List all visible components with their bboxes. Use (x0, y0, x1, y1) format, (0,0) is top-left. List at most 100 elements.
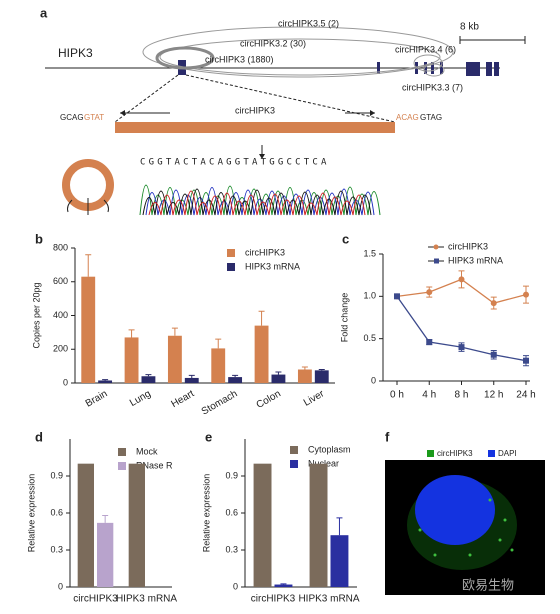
y-tick-label: 0.3 (50, 544, 63, 554)
x-tick-label: 12 h (484, 390, 503, 401)
bar (81, 276, 96, 383)
bar (124, 337, 139, 383)
bar (314, 370, 329, 383)
seq-intron: GTAG (420, 113, 442, 122)
bar (97, 522, 114, 587)
bar (271, 374, 286, 383)
bar (297, 369, 312, 383)
panel-label: c (342, 231, 349, 246)
error-bar (145, 374, 152, 377)
y-tick-label: 0.5 (363, 333, 376, 343)
bar (211, 348, 226, 383)
isoform-label: circHIPK3.2 (30) (240, 38, 306, 48)
bar (77, 463, 94, 587)
legend-text: DAPI (498, 449, 517, 458)
point (458, 276, 465, 283)
y-tick-label: 0.6 (225, 507, 238, 517)
sequence: CGGTACTACAGGTATGGCCTCA (140, 158, 330, 168)
legend-text: Cytoplasm (308, 444, 351, 454)
bar (228, 377, 243, 383)
error-bar (318, 369, 325, 371)
bar (253, 463, 272, 587)
bar (309, 463, 328, 587)
legend-text: Nuclear (308, 458, 339, 468)
y-tick-label: 0 (58, 581, 63, 591)
y-tick-label: 1.0 (363, 291, 376, 301)
y-tick-label: 0.9 (225, 470, 238, 480)
panel-label: b (35, 231, 43, 246)
y-tick-label: 0.6 (50, 507, 63, 517)
y-tick-label: 0 (233, 581, 238, 591)
seq-intron: GCAG (60, 113, 84, 122)
legend-text: circHIPK3 (245, 247, 285, 257)
y-tick-label: 0 (371, 375, 376, 385)
legend-text: HIPK3 mRNA (448, 255, 503, 265)
error-bar (102, 379, 109, 381)
x-tick-label: circHIPK3 (251, 594, 296, 605)
panel-label: e (205, 429, 212, 444)
legend-swatch (118, 448, 126, 456)
point (523, 291, 529, 298)
panel-label: f (385, 429, 390, 444)
point (490, 300, 497, 307)
bar (128, 463, 145, 587)
panel-label: a (40, 5, 48, 20)
bar (167, 335, 182, 383)
legend-text: RNase R (136, 460, 173, 470)
y-tick-label: 1.5 (363, 248, 376, 258)
error-bar (102, 514, 109, 523)
error-bar (188, 374, 195, 378)
isoform-label: circHIPK3.5 (2) (278, 18, 339, 28)
legend-text: circHIPK3 (448, 241, 488, 251)
y-axis-label: Copies per 20pg (31, 282, 41, 348)
point (426, 339, 433, 346)
legend-text: HIPK3 mRNA (245, 261, 300, 271)
y-axis-label: Relative expression (201, 474, 211, 553)
x-tick-label: Liver (302, 388, 327, 409)
error-bar (171, 327, 178, 336)
gene-name: HIPK3 (58, 46, 93, 60)
error-bar (280, 583, 287, 585)
bar (330, 535, 349, 587)
x-tick-label: 0 h (390, 390, 404, 401)
error-bar (232, 374, 239, 378)
isoform-label: circHIPK3.4 (6) (395, 44, 456, 54)
legend-marker (434, 258, 439, 264)
bar (98, 380, 113, 383)
point (458, 344, 465, 351)
scale-label: 8 kb (460, 22, 479, 33)
x-tick-label: Heart (169, 388, 196, 410)
error-bar (301, 366, 308, 370)
junction-label: circHIPK3 (235, 105, 275, 115)
legend-swatch (290, 460, 298, 468)
point (394, 293, 400, 300)
panel-label: d (35, 429, 43, 444)
y-tick-label: 0.3 (225, 544, 238, 554)
watermark: 欧易生物 (462, 579, 514, 594)
point (523, 357, 529, 364)
y-tick-label: 0 (63, 377, 68, 387)
error-bar (85, 254, 92, 277)
legend-swatch (118, 462, 126, 470)
error-bar (336, 517, 343, 536)
y-axis-label: Fold change (339, 293, 349, 343)
legend-text: circHIPK3 (437, 449, 473, 458)
seq-exon: GTAT (84, 113, 104, 122)
x-tick-label: HIPK3 mRNA (116, 594, 177, 605)
legend-swatch (290, 446, 298, 454)
y-tick-label: 200 (53, 344, 68, 354)
x-tick-label: Colon (255, 388, 283, 411)
x-tick-label: HIPK3 mRNA (298, 594, 359, 605)
error-bar (128, 329, 135, 338)
x-tick-label: Lung (128, 388, 153, 409)
error-bar (258, 310, 265, 326)
isoform-label: circHIPK3.3 (7) (402, 82, 463, 92)
legend-swatch (227, 249, 235, 257)
x-tick-label: 8 h (455, 390, 469, 401)
isoform-label: circHIPK3 (1880) (205, 54, 274, 64)
error-bar (275, 371, 282, 375)
bar (274, 584, 293, 587)
y-tick-label: 600 (53, 276, 68, 286)
point (426, 289, 433, 296)
